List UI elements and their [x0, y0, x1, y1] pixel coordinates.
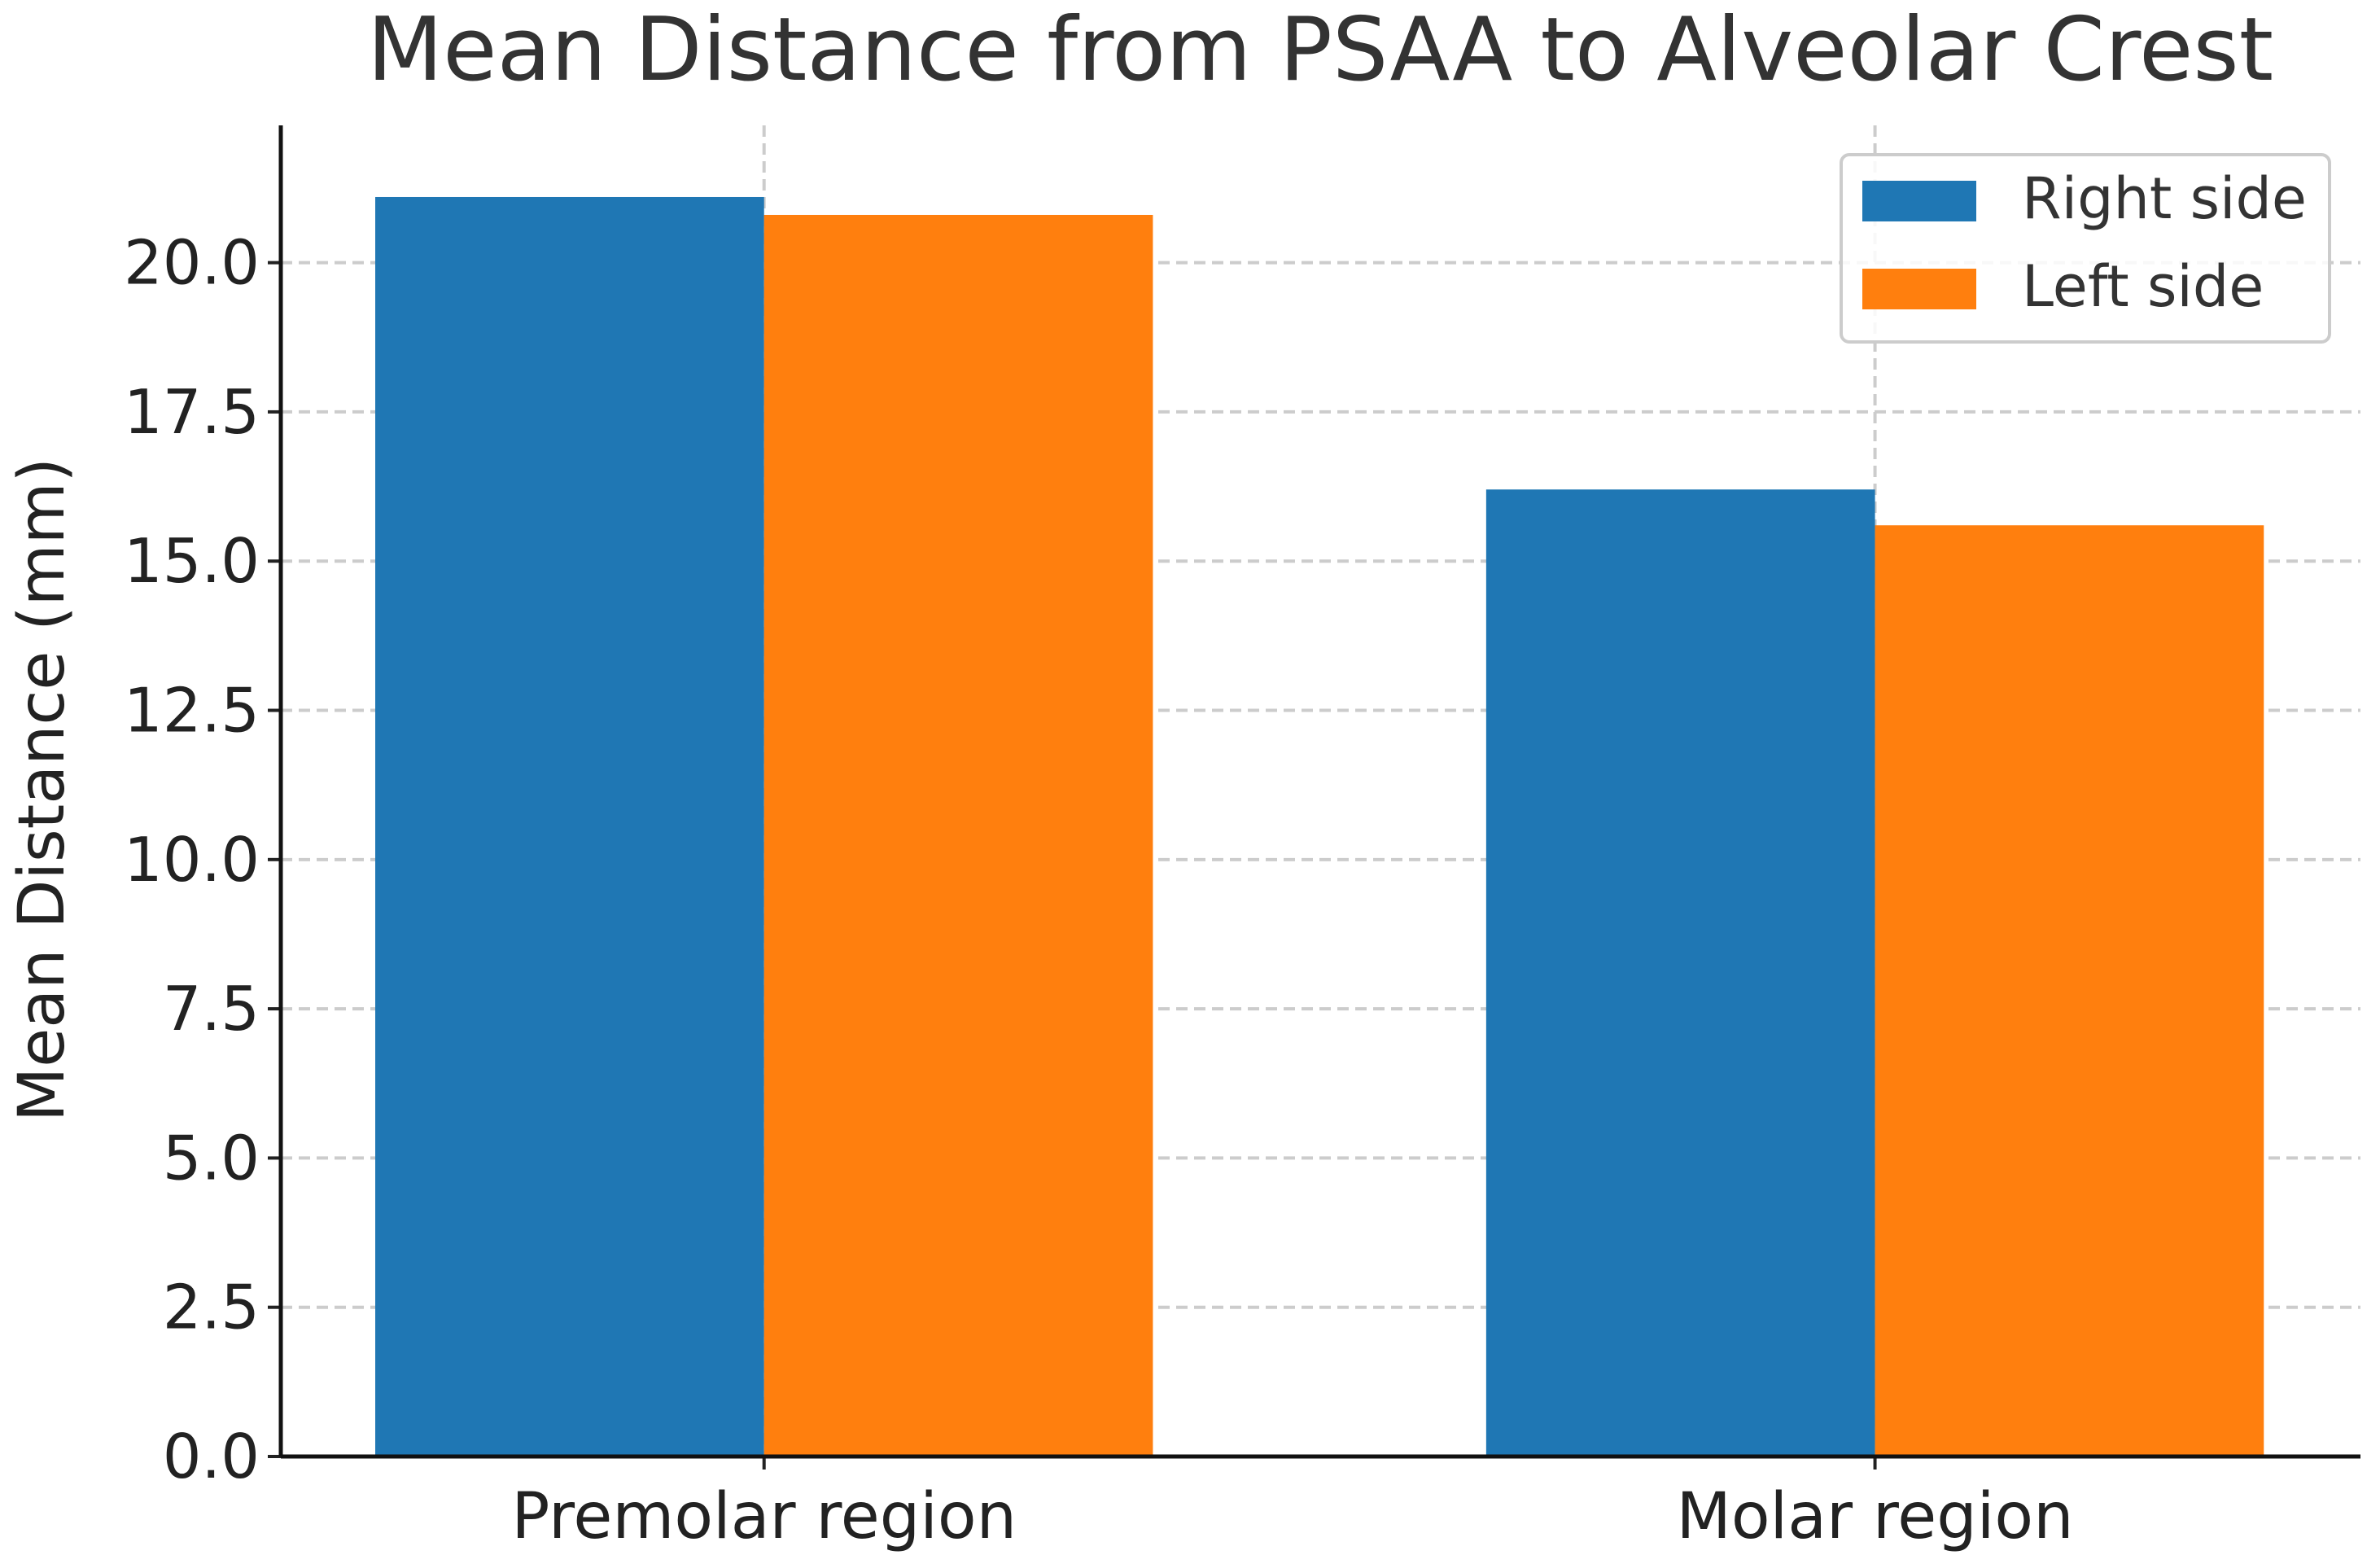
legend-swatch-left-side — [1862, 269, 1976, 309]
y-tick-label: 12.5 — [124, 675, 260, 747]
y-tick-label: 7.5 — [163, 973, 260, 1045]
y-tick-label: 17.5 — [124, 376, 260, 448]
x-tick-label: Premolar region — [511, 1480, 1017, 1553]
y-tick-label: 10.0 — [124, 824, 260, 896]
bar-left-side — [1875, 525, 2264, 1456]
y-tick-label: 2.5 — [163, 1272, 260, 1343]
legend: Right side Left side — [1840, 153, 2331, 344]
bar-left-side — [763, 214, 1153, 1457]
y-axis-label: Mean Distance (mm) — [6, 458, 79, 1122]
chart-title: Mean Distance from PSAA to Alveolar Cres… — [367, 0, 2273, 101]
legend-swatch-right-side — [1862, 181, 1976, 221]
bar-right-side — [375, 196, 764, 1456]
bar-right-side — [1485, 489, 1875, 1456]
legend-label-left-side: Left side — [2022, 253, 2264, 320]
legend-label-right-side: Right side — [2022, 165, 2307, 232]
y-tick-label: 5.0 — [163, 1122, 260, 1194]
y-tick-label: 15.0 — [124, 525, 260, 597]
x-tick-label: Molar region — [1677, 1480, 2074, 1553]
y-tick-label: 0.0 — [163, 1421, 260, 1492]
y-tick-label: 20.0 — [124, 227, 260, 299]
